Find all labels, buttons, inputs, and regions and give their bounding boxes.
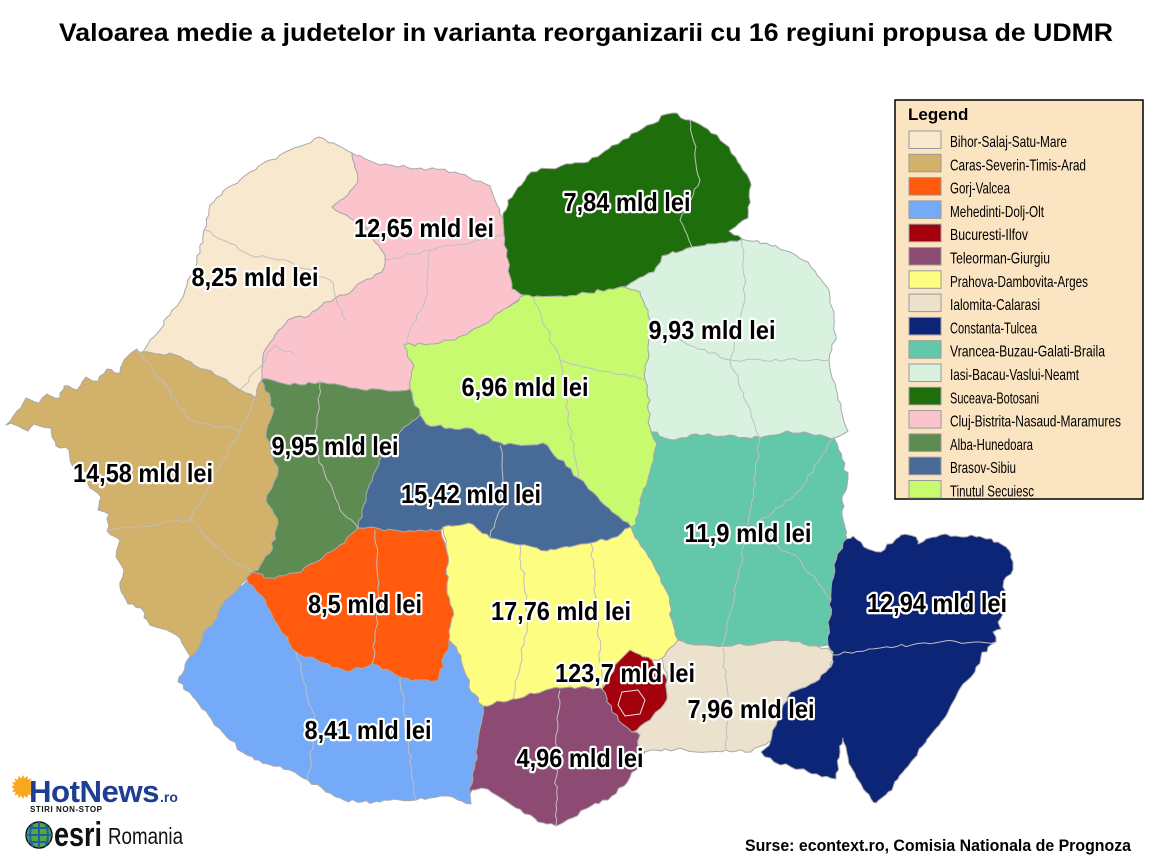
svg-text:123,7 mld lei: 123,7 mld lei xyxy=(555,658,695,688)
svg-text:HotNews: HotNews xyxy=(29,774,159,809)
svg-text:Caras-Severin-Timis-Arad: Caras-Severin-Timis-Arad xyxy=(950,157,1086,174)
svg-text:esri: esri xyxy=(54,816,102,854)
svg-text:6,96 mld lei: 6,96 mld lei xyxy=(462,372,589,402)
svg-text:Tinutul Secuiesc: Tinutul Secuiesc xyxy=(950,484,1034,501)
svg-text:Romania: Romania xyxy=(108,823,183,849)
svg-text:12,94 mld lei: 12,94 mld lei xyxy=(867,588,1007,618)
svg-text:Mehedinti-Dolj-Olt: Mehedinti-Dolj-Olt xyxy=(950,204,1044,221)
svg-text:8,25 mld lei: 8,25 mld lei xyxy=(192,262,319,292)
svg-text:7,84 mld lei: 7,84 mld lei xyxy=(564,187,691,217)
svg-text:14,58 mld lei: 14,58 mld lei xyxy=(73,458,213,488)
svg-text:15,42 mld lei: 15,42 mld lei xyxy=(401,479,541,509)
svg-text:4,96 mld lei: 4,96 mld lei xyxy=(517,743,644,773)
svg-text:Alba-Hunedoara: Alba-Hunedoara xyxy=(950,437,1033,454)
svg-text:Cluj-Bistrita-Nasaud-Maramures: Cluj-Bistrita-Nasaud-Maramures xyxy=(950,414,1121,431)
svg-text:Bihor-Salaj-Satu-Mare: Bihor-Salaj-Satu-Mare xyxy=(950,134,1067,151)
svg-text:7,96 mld lei: 7,96 mld lei xyxy=(688,694,815,724)
svg-text:.ro: .ro xyxy=(160,789,178,805)
svg-text:Prahova-Dambovita-Arges: Prahova-Dambovita-Arges xyxy=(950,274,1088,291)
svg-text:8,5 mld lei: 8,5 mld lei xyxy=(308,589,422,619)
svg-text:Ialomita-Calarasi: Ialomita-Calarasi xyxy=(950,297,1040,314)
svg-text:Surse: econtext.ro, Comisia Na: Surse: econtext.ro, Comisia Nationala de… xyxy=(745,837,1132,855)
svg-text:STIRI NON-STOP: STIRI NON-STOP xyxy=(30,805,103,814)
svg-text:Valoarea medie a judetelor in: Valoarea medie a judetelor in varianta r… xyxy=(59,19,1113,47)
svg-text:8,41 mld lei: 8,41 mld lei xyxy=(305,715,432,745)
svg-text:11,9 mld lei: 11,9 mld lei xyxy=(685,518,812,548)
svg-text:Suceava-Botosani: Suceava-Botosani xyxy=(950,390,1039,407)
svg-text:9,93 mld lei: 9,93 mld lei xyxy=(649,315,776,345)
svg-text:Vrancea-Buzau-Galati-Braila: Vrancea-Buzau-Galati-Braila xyxy=(950,344,1105,361)
svg-text:Legend: Legend xyxy=(908,105,968,124)
svg-text:9,95 mld lei: 9,95 mld lei xyxy=(272,431,399,461)
svg-text:Bucuresti-Ilfov: Bucuresti-Ilfov xyxy=(950,227,1028,244)
svg-text:Iasi-Bacau-Vaslui-Neamt: Iasi-Bacau-Vaslui-Neamt xyxy=(950,367,1079,384)
svg-text:Gorj-Valcea: Gorj-Valcea xyxy=(950,181,1010,198)
svg-text:12,65 mld lei: 12,65 mld lei xyxy=(354,213,494,243)
svg-text:17,76 mld lei: 17,76 mld lei xyxy=(491,596,631,626)
svg-text:Brasov-Sibiu: Brasov-Sibiu xyxy=(950,460,1016,477)
svg-text:Constanta-Tulcea: Constanta-Tulcea xyxy=(950,320,1037,337)
svg-text:Teleorman-Giurgiu: Teleorman-Giurgiu xyxy=(950,251,1050,268)
